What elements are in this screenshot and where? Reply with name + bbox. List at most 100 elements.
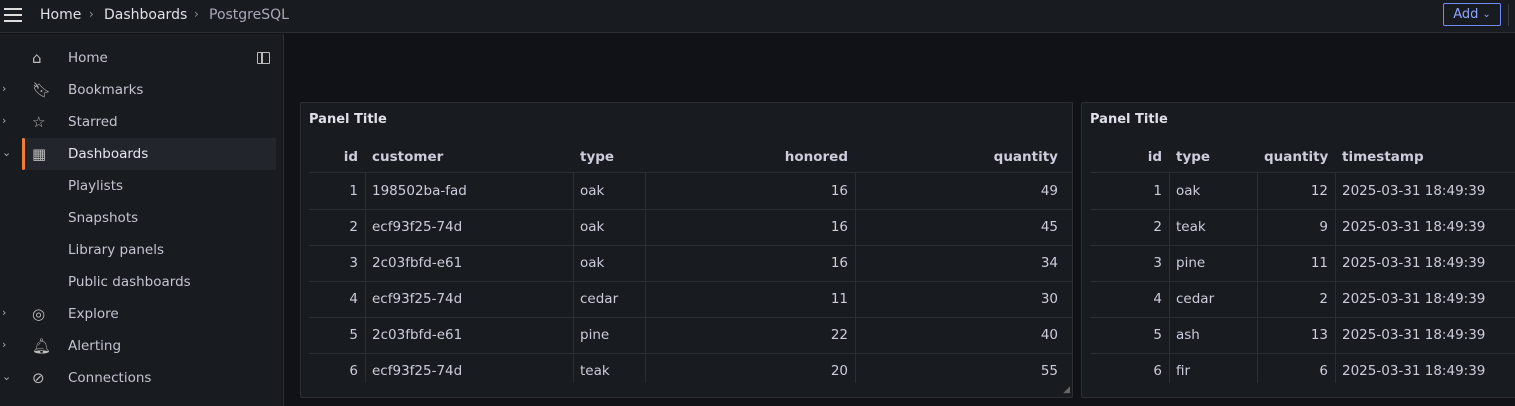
table-cell: 16 — [830, 183, 848, 199]
sidebar-item-home[interactable]: ⌂ Home — [0, 42, 284, 74]
chevron-down-icon[interactable]: ⌄ — [2, 146, 12, 159]
table-cell: 2025-03-31 18:49:39 — [1342, 291, 1486, 307]
add-label: Add — [1453, 7, 1479, 22]
column-divider — [645, 173, 646, 383]
table-cell: 4 — [1153, 291, 1162, 307]
chevron-right-icon[interactable]: › — [2, 82, 7, 95]
dashboards-icon: ▦ — [32, 145, 47, 163]
column-header-type[interactable]: type — [580, 149, 615, 165]
chevron-right-icon[interactable]: › — [2, 114, 7, 127]
breadcrumb-dashboards[interactable]: Dashboards — [104, 7, 188, 23]
sidebar-item-label: Playlists — [68, 178, 124, 194]
column-divider — [1257, 173, 1258, 383]
table-cell: pine — [1176, 255, 1206, 271]
compass-icon: ◎ — [32, 305, 46, 323]
star-icon: ☆ — [32, 113, 46, 131]
table-cell: 2 — [1153, 219, 1162, 235]
table-cell: 2c03fbfd-e61 — [372, 327, 463, 343]
sidebar-item-alerting[interactable]: › 🔔︎ Alerting — [0, 330, 284, 362]
column-header-honored[interactable]: honored — [784, 149, 848, 165]
top-bar: Home › Dashboards › PostgreSQL Add ⌄ — [0, 0, 1515, 33]
table-cell: 198502ba-fad — [372, 183, 467, 199]
table-cell: 3 — [1153, 255, 1162, 271]
table-cell: 40 — [1040, 327, 1058, 343]
table-cell: ash — [1176, 327, 1200, 343]
row-divider — [1090, 281, 1515, 282]
sidebar-item-explore[interactable]: › ◎ Explore — [0, 298, 284, 330]
sidebar-item-label: Public dashboards — [68, 274, 191, 290]
sidebar-item-label: Starred — [68, 114, 118, 130]
table-cell: 16 — [830, 219, 848, 235]
table-cell: 2025-03-31 18:49:39 — [1342, 255, 1486, 271]
sidebar-item-label: Alerting — [68, 338, 122, 354]
column-divider — [573, 173, 574, 383]
table-panel-2: Panel Title id type quantity timestamp 1 oak 1… — [1081, 102, 1515, 398]
row-divider — [1090, 353, 1515, 354]
table-cell: 16 — [830, 255, 848, 271]
row-divider — [309, 317, 1072, 318]
table-cell: 9 — [1319, 219, 1328, 235]
sidebar-item-connections[interactable]: ⌄ ⊘ Connections — [0, 362, 284, 394]
add-button[interactable]: Add ⌄ — [1443, 3, 1501, 26]
table-cell: 11 — [830, 291, 848, 307]
sidebar-item-starred[interactable]: › ☆ Starred — [0, 106, 284, 138]
row-divider — [309, 209, 1072, 210]
table-cell: oak — [580, 255, 605, 271]
column-divider — [855, 173, 856, 383]
sidebar: ⌂ Home › 🔖︎ Bookmarks › ☆ Starred ⌄ ▦ Dashboards Pl… — [0, 34, 284, 406]
sidebar-item-snapshots[interactable]: Snapshots — [0, 202, 284, 234]
table-cell: 2c03fbfd-e61 — [372, 255, 463, 271]
breadcrumb-home[interactable]: Home — [40, 7, 82, 23]
header-divider — [309, 172, 1072, 173]
column-header-quantity[interactable]: quantity — [993, 149, 1058, 165]
column-header-id[interactable]: id — [343, 149, 358, 165]
breadcrumb-separator: › — [89, 7, 94, 21]
column-divider — [1169, 173, 1170, 383]
table-cell: pine — [580, 327, 610, 343]
table-cell: 3 — [349, 255, 358, 271]
column-header-customer[interactable]: customer — [372, 149, 444, 165]
column-header-quantity[interactable]: quantity — [1264, 149, 1329, 165]
table-cell: 11 — [1310, 255, 1328, 271]
table-cell: 5 — [349, 327, 358, 343]
sidebar-item-label: Bookmarks — [68, 82, 144, 98]
table-cell: cedar — [1176, 291, 1215, 307]
resize-handle-icon[interactable]: ◢ — [1063, 385, 1070, 395]
table-cell: 49 — [1040, 183, 1058, 199]
table-cell: 2 — [349, 219, 358, 235]
table-cell: 22 — [830, 327, 848, 343]
sidebar-item-label: Explore — [68, 306, 119, 322]
bookmark-icon: 🔖︎ — [32, 81, 52, 99]
column-divider — [1335, 173, 1336, 383]
column-header-type[interactable]: type — [1176, 149, 1211, 165]
table-cell: 5 — [1153, 327, 1162, 343]
sidebar-item-playlists[interactable]: Playlists — [0, 170, 284, 202]
divider — [1508, 4, 1509, 26]
panel-title: Panel Title — [309, 112, 387, 127]
row-divider — [309, 245, 1072, 246]
sidebar-item-label: Library panels — [68, 242, 164, 258]
row-divider — [1090, 245, 1515, 246]
sidebar-item-bookmarks[interactable]: › 🔖︎ Bookmarks — [0, 74, 284, 106]
table-cell: 4 — [349, 291, 358, 307]
bell-icon: 🔔︎ — [32, 337, 52, 355]
table-cell: ecf93f25-74d — [372, 291, 463, 307]
column-header-id[interactable]: id — [1147, 149, 1162, 165]
sidebar-item-library-panels[interactable]: Library panels — [0, 234, 284, 266]
chevron-right-icon[interactable]: › — [2, 338, 7, 351]
chevron-down-icon[interactable]: ⌄ — [2, 370, 12, 383]
connections-icon: ⊘ — [32, 369, 45, 387]
chevron-right-icon[interactable]: › — [2, 306, 7, 319]
sidebar-item-public-dashboards[interactable]: Public dashboards — [0, 266, 284, 298]
table-cell: teak — [1176, 219, 1206, 235]
dock-menu-icon[interactable] — [257, 52, 270, 64]
column-header-timestamp[interactable]: timestamp — [1342, 149, 1424, 165]
table-cell: 6 — [349, 363, 358, 379]
chevron-down-icon: ⌄ — [1482, 9, 1491, 20]
row-divider — [1090, 209, 1515, 210]
sidebar-item-dashboards[interactable]: ⌄ ▦ Dashboards — [2, 138, 276, 170]
row-divider — [309, 281, 1072, 282]
panel-title: Panel Title — [1090, 112, 1168, 127]
table-cell: ecf93f25-74d — [372, 219, 463, 235]
menu-icon[interactable] — [4, 8, 22, 22]
